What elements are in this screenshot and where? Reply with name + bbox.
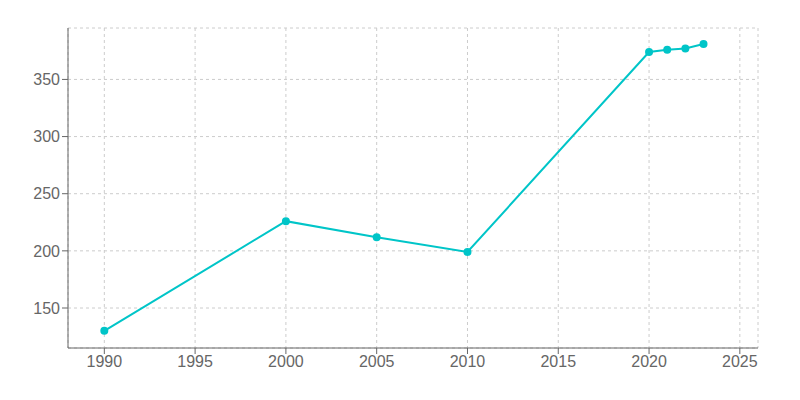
svg-text:150: 150 [33,300,60,317]
svg-text:350: 350 [33,71,60,88]
svg-text:1990: 1990 [87,353,123,370]
svg-text:200: 200 [33,243,60,260]
svg-text:2000: 2000 [268,353,304,370]
svg-text:2025: 2025 [722,353,758,370]
svg-text:2010: 2010 [450,353,486,370]
svg-text:2005: 2005 [359,353,395,370]
svg-text:300: 300 [33,128,60,145]
svg-text:1995: 1995 [177,353,213,370]
svg-text:250: 250 [33,185,60,202]
svg-text:2020: 2020 [631,353,667,370]
svg-text:2015: 2015 [540,353,576,370]
